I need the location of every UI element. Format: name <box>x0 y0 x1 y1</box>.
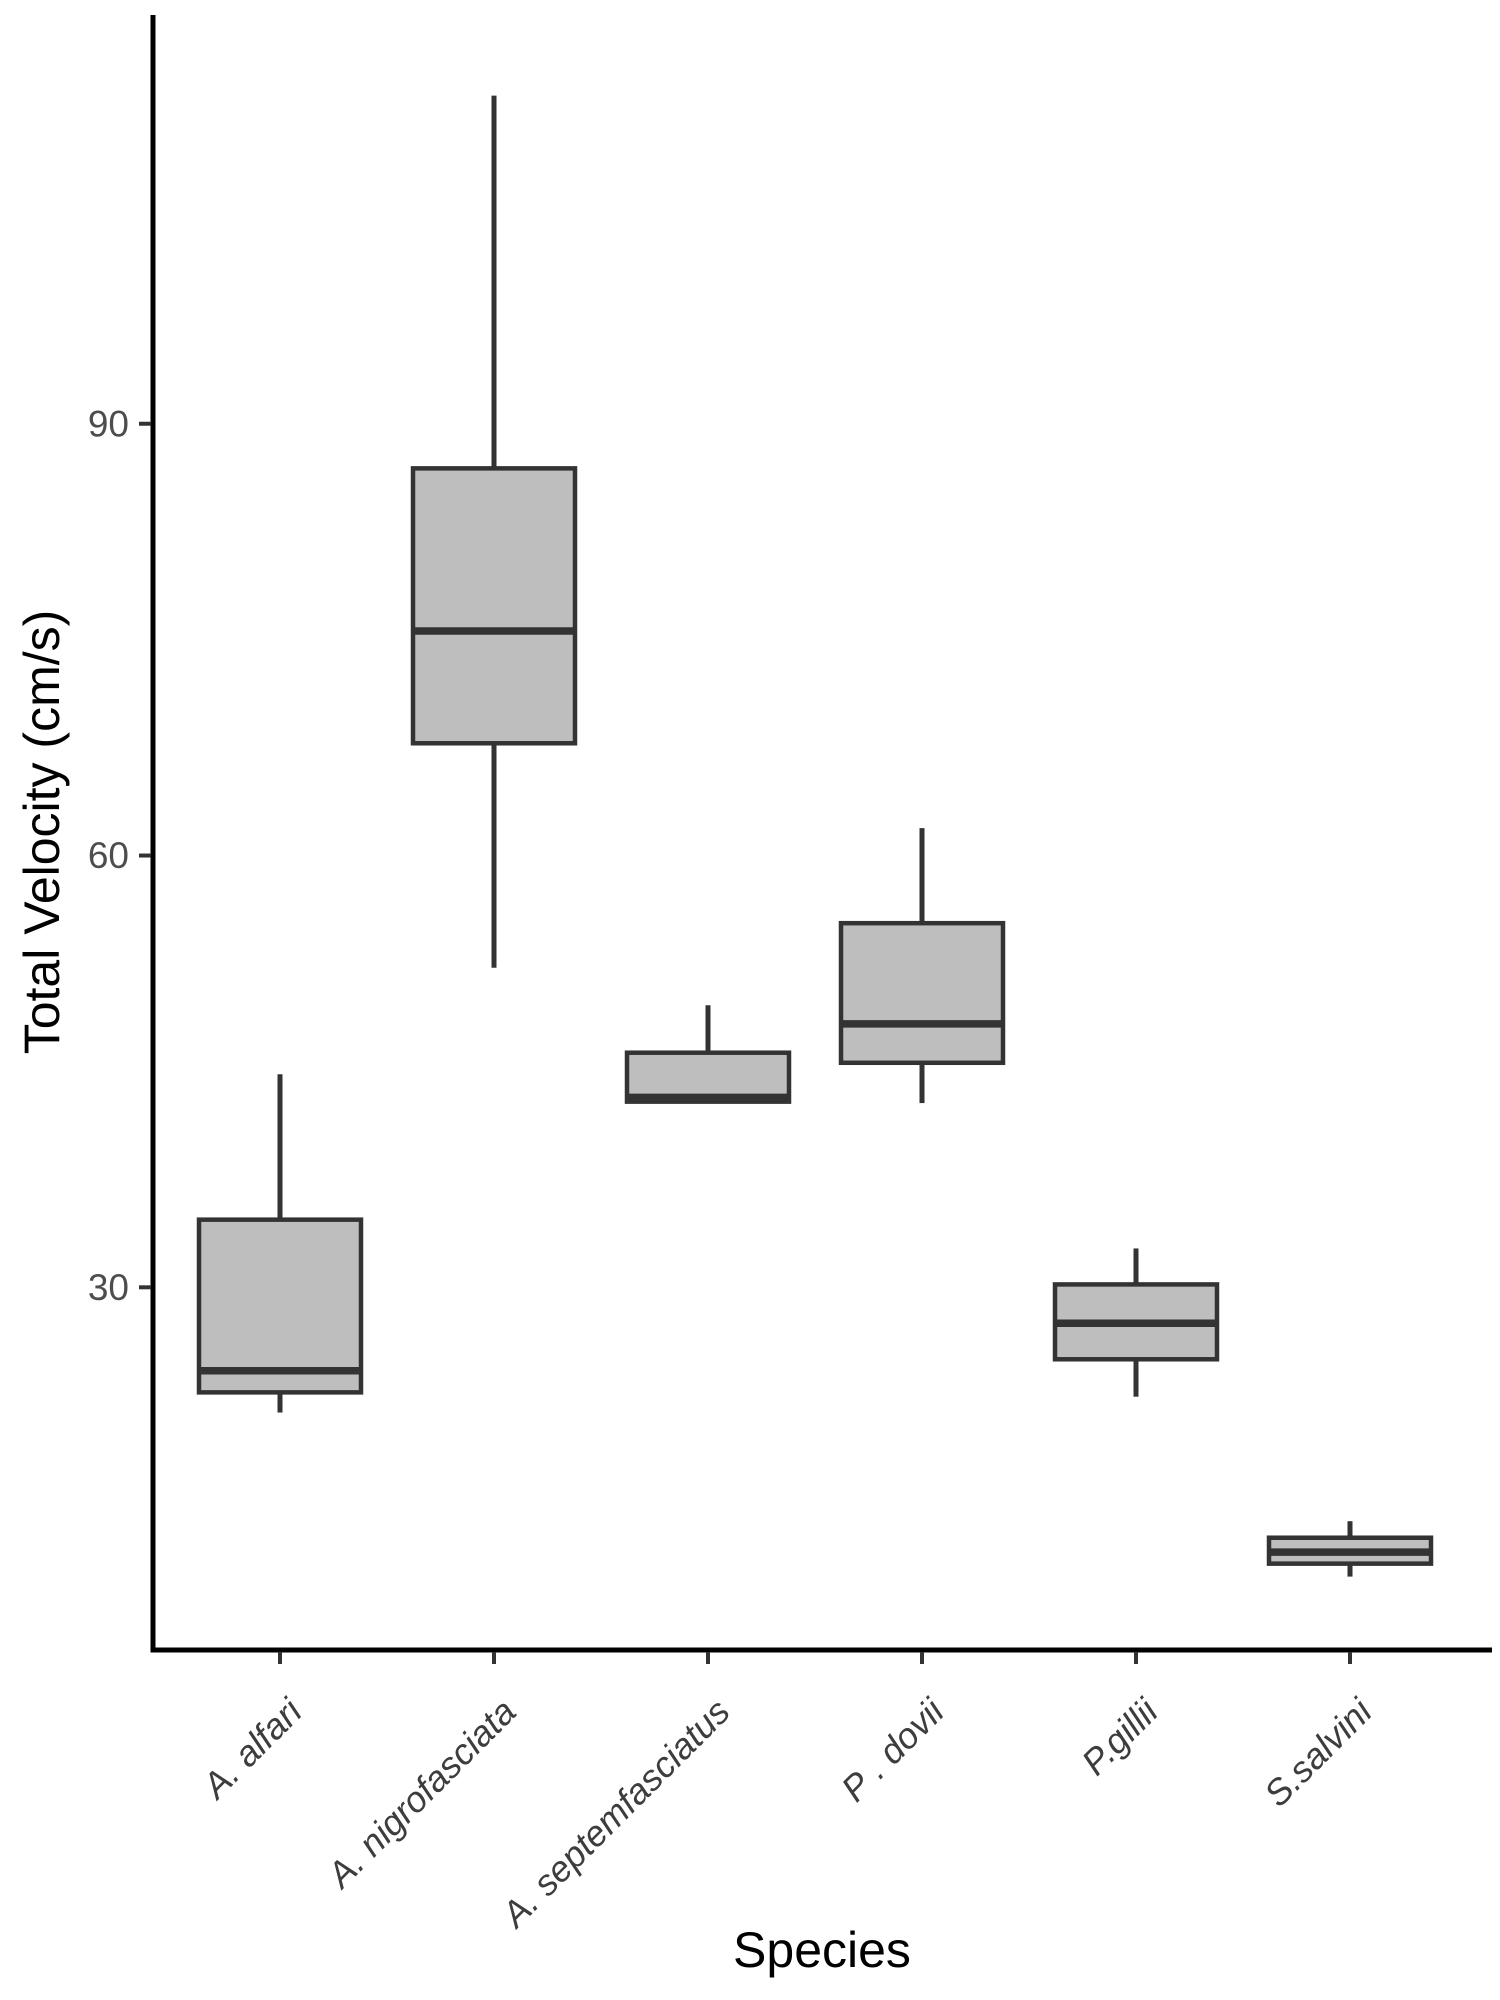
x-category-label-1: A. nigrofasciata <box>318 1691 524 1897</box>
box-2 <box>624 1050 792 1104</box>
x-category-label-2: A. septemfasciatus <box>492 1691 737 1936</box>
x-axis-title: Species <box>733 1922 911 1978</box>
x-category-label-5: S.salvini <box>1256 1690 1380 1814</box>
y-tick-label-0: 30 <box>88 1267 129 1308</box>
x-category-label-4: P.gillii <box>1073 1690 1166 1783</box>
box-3 <box>838 920 1006 1066</box>
x-category-label-3: P . dovii <box>833 1690 952 1809</box>
box-0 <box>196 1217 364 1395</box>
x-category-label-0: A. alfari <box>193 1690 310 1807</box>
y-tick-label-2: 90 <box>88 403 129 444</box>
box-1 <box>410 466 578 746</box>
y-tick-label-1: 60 <box>88 835 129 876</box>
y-axis-title: Total Velocity (cm/s) <box>14 609 70 1055</box>
